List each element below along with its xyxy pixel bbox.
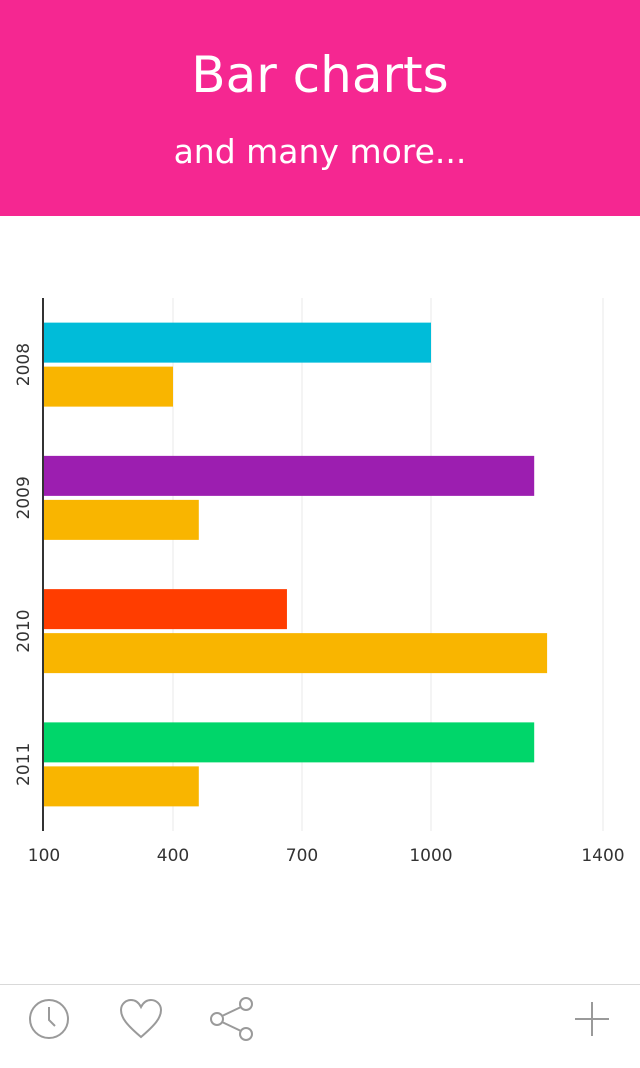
bar bbox=[44, 589, 287, 630]
bar bbox=[44, 766, 199, 807]
category-label: 2009 bbox=[14, 476, 34, 519]
category-label: 2008 bbox=[14, 343, 34, 386]
bar bbox=[44, 366, 173, 407]
history-button[interactable] bbox=[25, 995, 73, 1043]
favorite-button[interactable] bbox=[117, 995, 165, 1043]
category-label: 2011 bbox=[14, 743, 34, 786]
bar-chart: 2008 2009 2010 2011 100 400 700 1000 1400 bbox=[14, 298, 625, 866]
heart-icon bbox=[119, 998, 163, 1039]
x-tick-label: 100 bbox=[28, 846, 60, 866]
header-banner: Bar charts and many more... bbox=[0, 0, 640, 216]
bar bbox=[44, 499, 199, 540]
page-title: Bar charts bbox=[191, 46, 449, 104]
share-icon bbox=[210, 997, 253, 1041]
bar bbox=[44, 322, 431, 363]
add-button[interactable] bbox=[568, 995, 616, 1043]
x-tick-label: 1400 bbox=[581, 846, 624, 866]
bottom-toolbar bbox=[0, 984, 640, 1068]
x-tick-label: 700 bbox=[286, 846, 318, 866]
bar bbox=[44, 633, 548, 674]
share-button[interactable] bbox=[208, 995, 256, 1043]
page-subtitle: and many more... bbox=[173, 132, 467, 171]
x-tick-label: 400 bbox=[157, 846, 189, 866]
x-tick-label: 1000 bbox=[409, 846, 452, 866]
category-label: 2010 bbox=[14, 609, 34, 652]
bar bbox=[44, 722, 535, 763]
clock-icon bbox=[29, 999, 69, 1039]
plus-icon bbox=[575, 1002, 609, 1036]
bar bbox=[44, 455, 535, 496]
